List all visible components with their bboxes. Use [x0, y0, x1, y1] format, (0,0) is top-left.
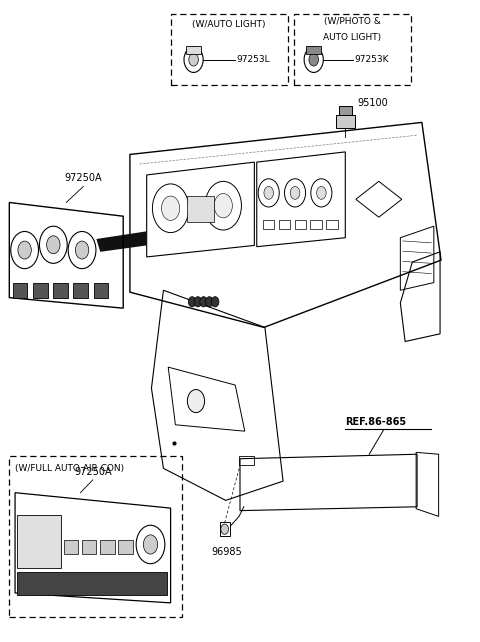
Bar — [336, 115, 355, 128]
Bar — [53, 282, 68, 298]
Text: 96985: 96985 — [212, 547, 242, 557]
Circle shape — [188, 297, 196, 307]
Circle shape — [309, 53, 319, 66]
Text: 97250A: 97250A — [64, 173, 102, 183]
Circle shape — [18, 241, 31, 259]
Circle shape — [205, 297, 213, 307]
Bar — [119, 541, 133, 555]
Bar — [94, 282, 108, 298]
Bar — [33, 282, 48, 298]
Bar — [187, 196, 214, 221]
Bar — [170, 13, 288, 85]
Text: 97253K: 97253K — [355, 55, 389, 64]
Text: (W/FULL AUTO AIR CON): (W/FULL AUTO AIR CON) — [15, 465, 124, 474]
Bar — [306, 46, 322, 54]
Circle shape — [189, 53, 198, 66]
Bar — [82, 541, 96, 555]
Bar — [326, 220, 337, 229]
Bar — [17, 572, 167, 595]
Bar — [311, 220, 322, 229]
Bar — [9, 456, 181, 617]
Bar — [295, 220, 306, 229]
Text: 97250A: 97250A — [74, 467, 112, 476]
Bar — [279, 220, 290, 229]
Circle shape — [317, 186, 326, 199]
Text: (W/AUTO LIGHT): (W/AUTO LIGHT) — [192, 20, 266, 29]
Circle shape — [194, 297, 202, 307]
Text: 97253L: 97253L — [237, 55, 270, 64]
Circle shape — [264, 186, 274, 199]
Circle shape — [187, 390, 204, 413]
Bar — [73, 282, 88, 298]
Bar — [338, 106, 352, 115]
Bar — [220, 521, 230, 535]
Text: (W/PHOTO &: (W/PHOTO & — [324, 17, 381, 26]
Bar — [263, 220, 275, 229]
Bar — [186, 46, 201, 54]
Bar — [13, 282, 27, 298]
Bar — [64, 541, 78, 555]
Polygon shape — [96, 231, 147, 252]
Circle shape — [290, 186, 300, 199]
Circle shape — [75, 241, 89, 259]
Circle shape — [200, 297, 207, 307]
Circle shape — [161, 196, 180, 220]
Circle shape — [214, 193, 232, 218]
Circle shape — [47, 236, 60, 254]
Text: REF.86-865: REF.86-865 — [345, 417, 407, 427]
Text: AUTO LIGHT): AUTO LIGHT) — [323, 33, 381, 42]
Bar — [100, 541, 115, 555]
Circle shape — [221, 524, 228, 534]
Circle shape — [144, 535, 157, 554]
Text: 95100: 95100 — [357, 98, 388, 108]
Bar — [294, 13, 411, 85]
Bar — [17, 515, 60, 568]
Circle shape — [211, 297, 219, 307]
